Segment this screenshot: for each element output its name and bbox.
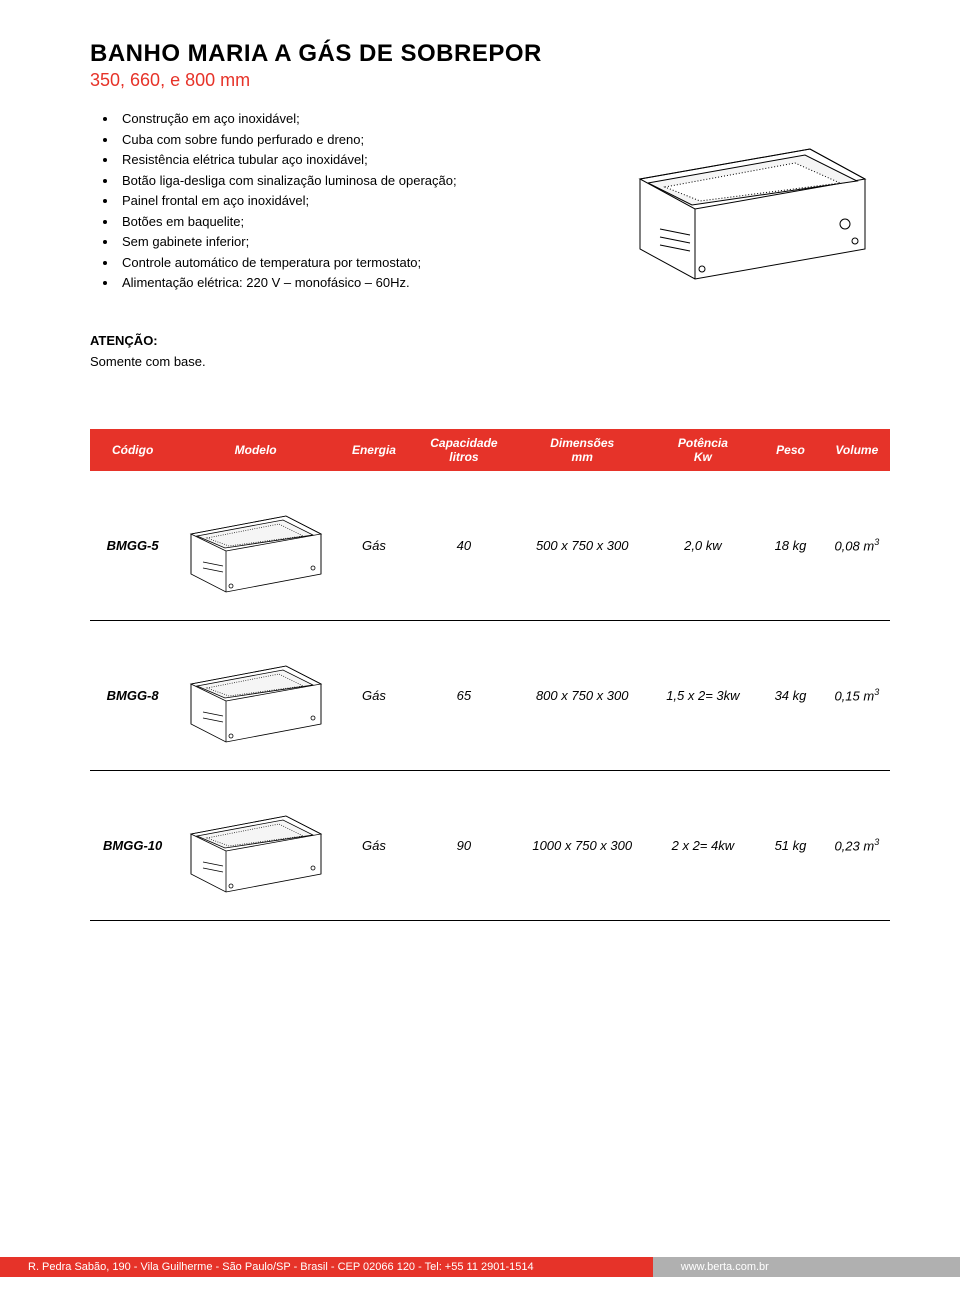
td-codigo: BMGG-8 [90, 684, 175, 707]
page-subtitle: 350, 660, e 800 mm [90, 70, 890, 91]
feature-item: Alimentação elétrica: 220 V – monofásico… [118, 273, 590, 293]
feature-item: Sem gabinete inferior; [118, 232, 590, 252]
td-potencia: 2,0 kw [648, 534, 757, 557]
td-volume: 0,15 m3 [824, 684, 890, 708]
th-codigo: Código [90, 439, 175, 461]
td-energia: Gás [336, 834, 412, 857]
footer-website: www.berta.com.br [653, 1257, 960, 1277]
spec-table: Código Modelo Energia Capacidadelitros D… [90, 429, 890, 921]
td-volume: 0,08 m3 [824, 534, 890, 558]
th-modelo: Modelo [175, 439, 336, 461]
td-dimensoes: 1000 x 750 x 300 [516, 834, 648, 857]
page-title: BANHO MARIA A GÁS DE SOBREPOR [90, 40, 890, 68]
td-potencia: 2 x 2= 4kw [648, 834, 757, 857]
td-dimensoes: 500 x 750 x 300 [516, 534, 648, 557]
table-row: BMGG-8 Gás 65 800 x 750 x 300 1,5 x 2= 3… [90, 621, 890, 771]
attention-text: Somente com base. [90, 354, 890, 369]
td-capacidade: 40 [412, 534, 516, 557]
td-volume: 0,23 m3 [824, 834, 890, 858]
td-capacidade: 65 [412, 684, 516, 707]
td-dimensoes: 800 x 750 x 300 [516, 684, 648, 707]
td-potencia: 1,5 x 2= 3kw [648, 684, 757, 707]
td-modelo-image [175, 642, 336, 750]
attention-label: ATENÇÃO: [90, 333, 890, 348]
footer-address: R. Pedra Sabão, 190 - Vila Guilherme - S… [0, 1257, 653, 1277]
table-row: BMGG-5 Gás 40 500 x 750 x 300 2,0 kw 18 … [90, 471, 890, 621]
attention-block: ATENÇÃO: Somente com base. [90, 333, 890, 369]
th-capacidade: Capacidadelitros [412, 432, 516, 469]
feature-item: Controle automático de temperatura por t… [118, 253, 590, 273]
td-energia: Gás [336, 534, 412, 557]
td-modelo-image [175, 792, 336, 900]
product-hero-image [610, 109, 890, 309]
feature-list: Construção em aço inoxidável;Cuba com so… [90, 109, 590, 309]
table-row: BMGG-10 Gás 90 1000 x 750 x 300 2 x 2= 4… [90, 771, 890, 921]
td-peso: 34 kg [757, 684, 823, 707]
th-peso: Peso [757, 439, 823, 461]
feature-item: Botões em baquelite; [118, 212, 590, 232]
td-energia: Gás [336, 684, 412, 707]
td-codigo: BMGG-5 [90, 534, 175, 557]
td-peso: 51 kg [757, 834, 823, 857]
th-dimensoes: Dimensõesmm [516, 432, 648, 469]
feature-item: Botão liga-desliga com sinalização lumin… [118, 171, 590, 191]
feature-item: Construção em aço inoxidável; [118, 109, 590, 129]
page-footer: R. Pedra Sabão, 190 - Vila Guilherme - S… [0, 1257, 960, 1297]
th-volume: Volume [824, 439, 890, 461]
feature-item: Resistência elétrica tubular aço inoxidá… [118, 150, 590, 170]
th-potencia: PotênciaKw [648, 432, 757, 469]
td-capacidade: 90 [412, 834, 516, 857]
td-modelo-image [175, 492, 336, 600]
feature-item: Cuba com sobre fundo perfurado e dreno; [118, 130, 590, 150]
td-peso: 18 kg [757, 534, 823, 557]
th-energia: Energia [336, 439, 412, 461]
td-codigo: BMGG-10 [90, 834, 175, 857]
table-header: Código Modelo Energia Capacidadelitros D… [90, 429, 890, 471]
feature-item: Painel frontal em aço inoxidável; [118, 191, 590, 211]
